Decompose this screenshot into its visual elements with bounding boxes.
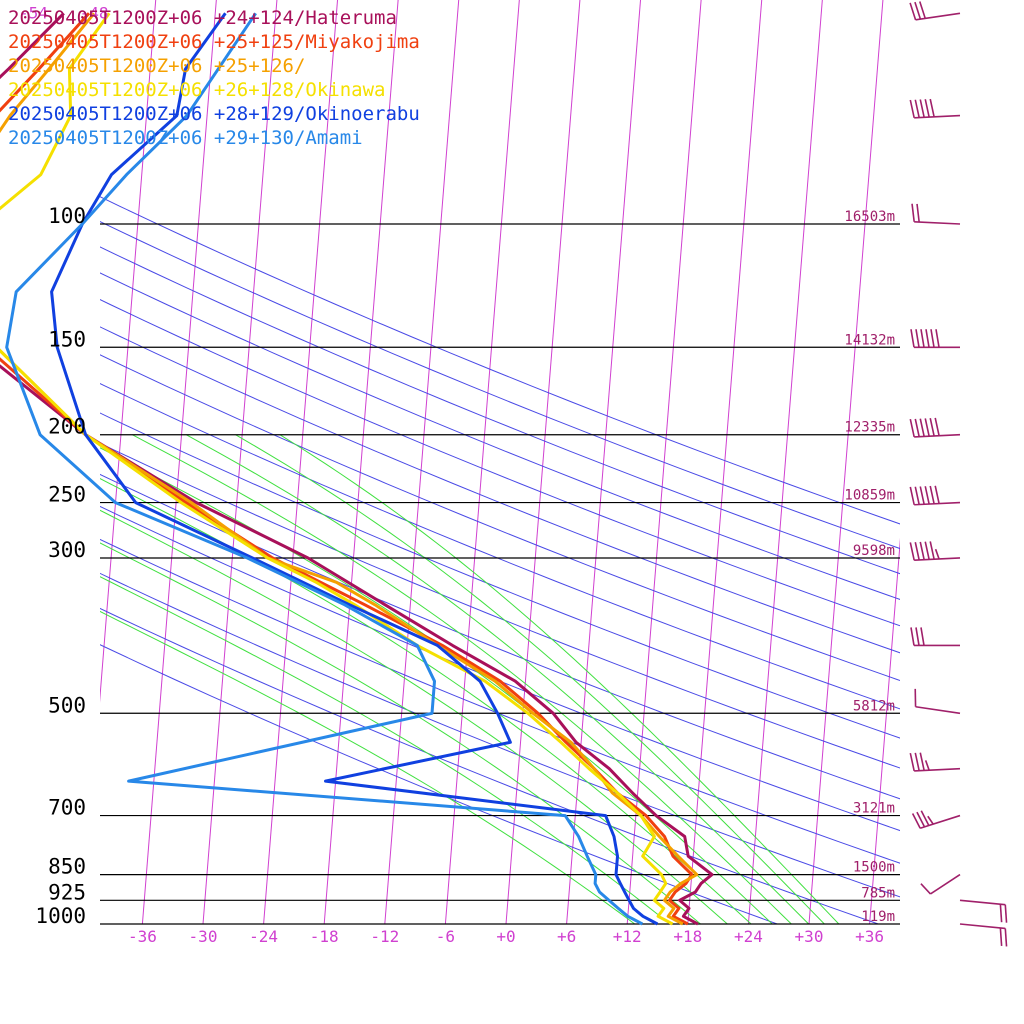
wind-barb [920, 873, 961, 895]
profile-line [5, 12, 644, 926]
wind-barb [910, 627, 960, 647]
isotherm-line [747, 0, 823, 925]
temperature-tick-label: +36 [855, 927, 884, 946]
isotherm-line [444, 0, 520, 925]
moist-adiabat-line [100, 447, 773, 925]
pressure-label: 100 [48, 204, 86, 228]
legend-entry: 20250405T1200Z+06 +26+128/Okinawa [8, 79, 386, 101]
pressure-label: 700 [48, 796, 86, 820]
isotherm-line [626, 0, 702, 925]
temperature-tick-label: -30 [189, 927, 218, 946]
height-label: 3121m [853, 801, 895, 817]
temperature-tick-label: +6 [557, 927, 576, 946]
dry-adiabat-line [100, 607, 879, 925]
height-label: 119m [861, 909, 895, 925]
profile-line [0, 12, 694, 926]
temperature-profiles [0, 12, 714, 926]
legend-entry: 20250405T1200Z+06 +28+129/Okinoerabu [8, 103, 420, 125]
pressure-label: 500 [48, 693, 86, 717]
moist-adiabat-line [100, 576, 671, 925]
dry-adiabat-line [100, 538, 900, 864]
wind-barb [959, 899, 1008, 923]
isotherm-line [505, 0, 581, 925]
wind-barb [909, 485, 961, 506]
dry-adiabat-line [100, 644, 778, 925]
pressure-label: 150 [48, 327, 86, 351]
legend-entry: 20250405T1200Z+06 +25+126/ [8, 55, 305, 77]
legend-entry: 20250405T1200Z+06 +24+124/Hateruma [8, 7, 397, 29]
profile-line [0, 12, 699, 926]
moist-adiabat-line [100, 610, 636, 925]
height-label: 9598m [853, 543, 895, 559]
height-label: 5812m [853, 698, 895, 714]
height-label: 785m [861, 885, 895, 901]
legend-entry: 20250405T1200Z+06 +29+130/Amami [8, 127, 363, 149]
legend-entry: 20250405T1200Z+06 +25+125/Miyakojima [8, 31, 420, 53]
profile-line [0, 12, 714, 926]
moist-adiabat-line [279, 434, 840, 925]
temperature-tick-label: -24 [249, 927, 278, 946]
dry-adiabat-line [100, 442, 900, 769]
temperature-tick-label: +0 [496, 927, 515, 946]
isotherm-line [687, 0, 763, 925]
moist-adiabat-line [185, 434, 809, 925]
moist-adiabat-line [132, 434, 792, 925]
height-label: 1500m [853, 860, 895, 876]
isotherm-label: -48 [80, 3, 109, 22]
isotherm-line [323, 0, 399, 925]
moist-adiabat-line [100, 509, 728, 925]
pressure-label: 925 [48, 880, 86, 904]
temperature-tick-label: -36 [128, 927, 157, 946]
wind-barb [910, 329, 960, 349]
wind-barb [909, 752, 961, 772]
temperature-tick-label: +18 [673, 927, 702, 946]
isotherm-line [808, 0, 884, 925]
temperature-tick-label: +12 [613, 927, 642, 946]
isotherm-lines [100, 0, 900, 925]
temperature-tick-label: -18 [310, 927, 339, 946]
wind-barb [911, 810, 961, 829]
isotherm-label: -54 [19, 3, 48, 22]
isotherm-line [141, 0, 217, 925]
wind-barb [959, 923, 1008, 947]
wind-barb [909, 541, 961, 561]
isotherm-line [202, 0, 278, 925]
dry-adiabat-line [100, 505, 900, 832]
pressure-label: 250 [48, 483, 86, 507]
temperature-tick-label: +30 [795, 927, 824, 946]
isotherm-line [869, 537, 900, 925]
isobar-lines [100, 223, 900, 925]
pressure-label: 850 [48, 855, 86, 879]
isotherm-line [384, 0, 460, 925]
wind-barb [911, 203, 961, 225]
wind-barb [909, 417, 961, 438]
pressure-label: 1000 [35, 904, 86, 928]
temperature-tick-label: -6 [436, 927, 455, 946]
temperature-tick-label: +24 [734, 927, 763, 946]
isotherm-line [100, 0, 157, 703]
profile-line [0, 12, 674, 926]
wind-barbs [909, 1, 1008, 947]
moist-adiabat-line [100, 542, 701, 925]
height-label: 10859m [844, 488, 895, 504]
dry-adiabat-line [100, 572, 900, 898]
wind-barb [909, 1, 961, 21]
height-label: 16503m [844, 209, 895, 225]
legend: 20250405T1200Z+06 +24+124/Hateruma202504… [8, 7, 420, 149]
temperature-tick-label: -12 [370, 927, 399, 946]
moist-adiabat-line [235, 434, 825, 925]
moist-adiabat-line [100, 477, 752, 925]
pressure-label: 300 [48, 538, 86, 562]
wind-barb [909, 98, 961, 119]
wind-barb [914, 688, 961, 715]
height-label: 12335m [844, 420, 895, 436]
dry-adiabat-line [100, 473, 900, 800]
height-label: 14132m [844, 332, 895, 348]
pressure-label: 200 [48, 415, 86, 439]
profile-line [50, 12, 659, 926]
